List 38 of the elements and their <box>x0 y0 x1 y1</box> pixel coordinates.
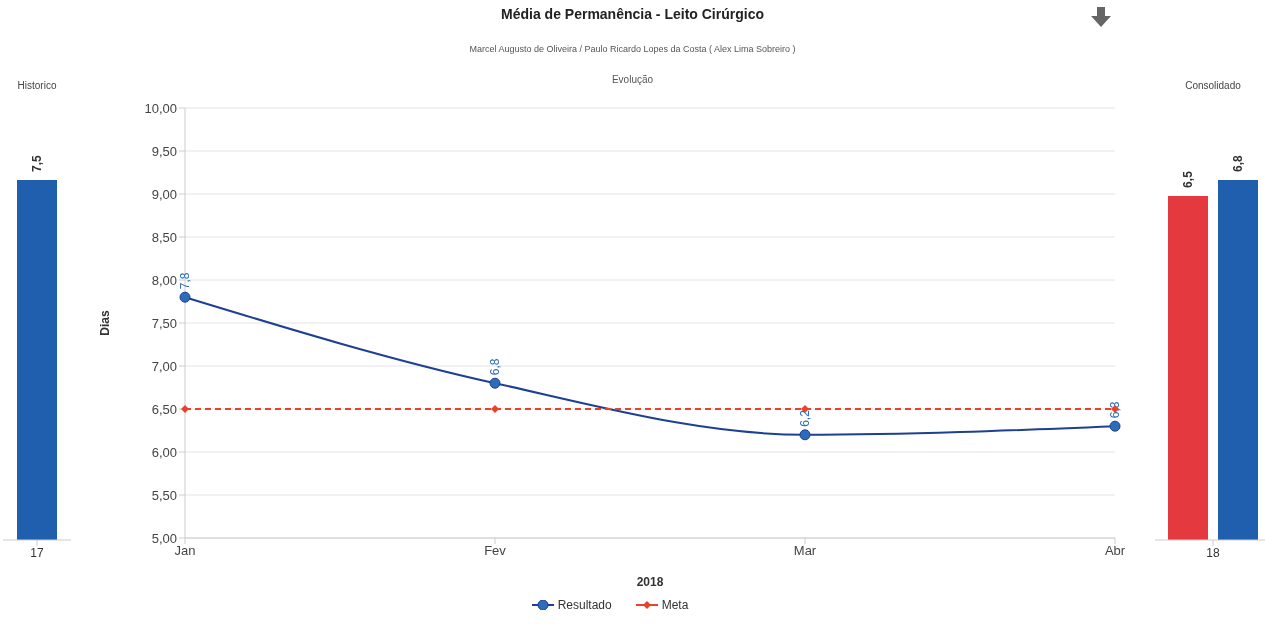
point <box>799 429 811 441</box>
point <box>489 377 501 389</box>
y-tick-label: 6,00 <box>151 444 177 460</box>
y-tick-label: 6,50 <box>151 401 177 417</box>
y-tick-label: 9,00 <box>151 186 177 202</box>
point <box>179 291 191 303</box>
text: Evolução <box>611 74 654 85</box>
x-tick-label: 17 <box>30 545 44 560</box>
y-tick-label: 5,50 <box>151 487 177 503</box>
data-label: 7,8 <box>178 272 192 290</box>
legend-label: Meta <box>660 598 689 612</box>
x-tick-label: 18 <box>1206 545 1220 560</box>
y-tick-label: 5,00 <box>151 530 177 546</box>
x-tick-label: Abr <box>1104 543 1126 559</box>
chart-title: Consolidado <box>1184 80 1242 93</box>
y-tick-label: 8,00 <box>151 272 177 288</box>
y-tick-label: 7,50 <box>151 315 177 331</box>
chart-subtitle: Marcel Augusto de Oliveira / Paulo Ricardo Lopes da Costa ( Alex Lima Sobreiro ) <box>468 44 797 54</box>
y-tick-label: 10,00 <box>144 100 177 116</box>
chart-title: Média de Permanência - Leito Cirúrgico <box>500 6 765 22</box>
data-label: 7,5 <box>30 154 44 172</box>
legend-label: Resultado <box>556 598 612 612</box>
data-label: 6,5 <box>1181 170 1195 188</box>
y-tick-label: 7,00 <box>151 358 177 374</box>
chart-title: Historico <box>16 80 58 93</box>
data-label: 6,3 <box>1108 401 1122 419</box>
x-tick-label: Mar <box>793 543 817 559</box>
data-label: 6,8 <box>1231 154 1245 172</box>
y-axis-title: Dias <box>98 310 113 336</box>
y-tick-label: 9,50 <box>151 143 177 159</box>
data-label: 6,2 <box>798 409 812 427</box>
point <box>491 405 499 413</box>
x-tick-label: Fev <box>484 543 507 559</box>
x-axis-title: 2018 <box>636 575 664 589</box>
point <box>1109 420 1121 432</box>
data-label: 6,8 <box>488 358 502 376</box>
x-tick-label: Jan <box>174 543 196 559</box>
y-tick-label: 8,50 <box>151 229 177 245</box>
